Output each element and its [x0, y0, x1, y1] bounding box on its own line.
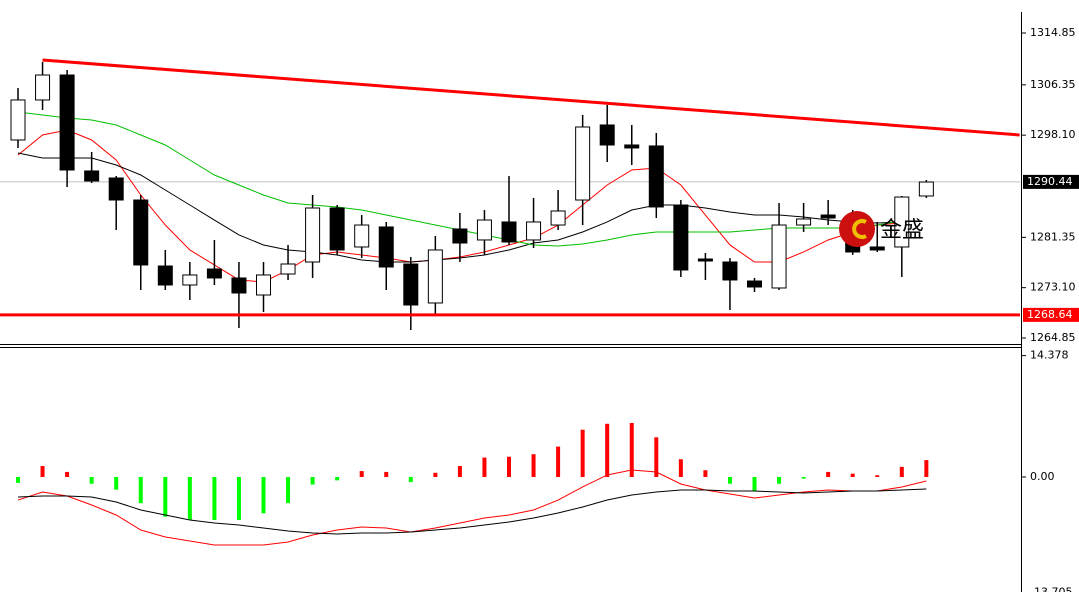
histogram-bar	[89, 476, 94, 484]
histogram-bar	[777, 476, 782, 484]
histogram-bar	[703, 470, 708, 477]
histogram-bar	[482, 457, 487, 477]
candle-body	[108, 177, 124, 201]
watermark-logo: 金盛	[839, 211, 924, 247]
histogram-bar	[924, 460, 929, 477]
candle-body	[378, 226, 394, 268]
histogram-bar	[408, 476, 413, 483]
candle-body	[722, 261, 738, 281]
y-tick-label: 1298.10	[1030, 128, 1076, 141]
candle-body	[59, 74, 75, 171]
y-tick-label: 1306.35	[1030, 78, 1076, 91]
y-tick-label: 1314.85	[1030, 26, 1076, 39]
histogram-bar	[433, 472, 438, 477]
price-label-box	[1023, 174, 1079, 189]
candle-body	[305, 207, 321, 263]
indicator-line	[17, 469, 927, 546]
histogram-bar	[163, 476, 168, 517]
histogram-bar	[899, 466, 904, 477]
histogram-bar	[384, 471, 389, 477]
candle-body	[231, 277, 247, 294]
candle-body	[329, 207, 345, 251]
price-label: 1268.64	[1027, 308, 1073, 321]
histogram-bar	[826, 471, 831, 477]
y-tick-label: 14.378	[1030, 349, 1069, 362]
candle-body	[182, 274, 198, 286]
y-tick-label: 1273.10	[1030, 281, 1076, 294]
y-tick-label: -13.705	[1030, 586, 1072, 592]
logo-mark	[852, 219, 867, 239]
candle-body	[918, 181, 934, 197]
candle-body	[526, 221, 542, 241]
histogram-bar	[65, 471, 70, 477]
histogram-bar	[457, 466, 462, 477]
candle-body	[206, 268, 222, 279]
watermark-text: 金盛	[880, 218, 924, 243]
histogram-bar	[556, 446, 561, 477]
candle-body	[157, 265, 173, 286]
histogram-bar	[359, 471, 364, 477]
y-tick-label: 0.00	[1030, 470, 1055, 483]
histogram-bar	[138, 476, 143, 504]
histogram-bar	[507, 456, 511, 477]
candle-body	[599, 124, 615, 146]
histogram-bar	[286, 476, 291, 504]
y-tick-label: 1264.85	[1030, 331, 1076, 344]
candle-body	[256, 274, 271, 296]
candle-body	[575, 126, 591, 201]
logo-ball	[839, 211, 875, 247]
candle-body	[10, 99, 26, 141]
candle-body	[624, 144, 640, 149]
candle-body	[427, 249, 443, 304]
histogram-bar	[605, 423, 610, 477]
histogram-bar	[629, 422, 634, 477]
histogram-bar	[212, 476, 217, 521]
histogram-bar	[114, 476, 119, 490]
candle-body	[550, 210, 566, 226]
candle-body	[820, 214, 836, 219]
candle-body	[403, 263, 419, 306]
candle-body	[869, 246, 885, 251]
y-tick-label: 1281.35	[1030, 230, 1076, 243]
plot-layer: 1314.85 1306.35 1298.10 1281.35 1273.10 1264.…	[0, 26, 1079, 592]
histogram-bar	[801, 476, 806, 479]
histogram-bar	[40, 466, 45, 477]
histogram-bar	[580, 429, 585, 477]
candle-body	[133, 199, 149, 266]
histogram-bar	[654, 437, 659, 477]
histogram-bar	[261, 476, 266, 514]
candle-body	[452, 228, 468, 244]
candle-body	[697, 258, 713, 262]
candle-body	[476, 219, 492, 241]
candle-body	[354, 224, 370, 248]
histogram-bar	[678, 459, 683, 477]
histogram-bar	[16, 476, 20, 483]
histogram-bar	[850, 473, 855, 477]
candle-body	[501, 221, 517, 243]
candle-body	[35, 74, 51, 101]
histogram-bar	[310, 476, 315, 485]
histogram-bar	[875, 475, 880, 477]
histogram-bar	[335, 476, 340, 481]
price-label: 1290.44	[1027, 175, 1073, 188]
histogram-bar	[187, 476, 192, 521]
candle-body	[648, 145, 664, 208]
trend-line	[42, 58, 1020, 137]
candle-body	[84, 170, 100, 182]
histogram-bar	[727, 476, 732, 484]
candle-body	[673, 204, 689, 271]
candle-body	[796, 218, 812, 226]
candle-body	[280, 263, 296, 275]
histogram-bar	[752, 476, 757, 492]
histogram-bar	[236, 476, 241, 521]
candle-body	[771, 224, 787, 289]
candle-body	[894, 196, 910, 248]
price-label-box	[1023, 307, 1079, 322]
histogram-bar	[531, 454, 536, 477]
candle-body	[747, 280, 762, 288]
indicator-line	[17, 488, 927, 535]
